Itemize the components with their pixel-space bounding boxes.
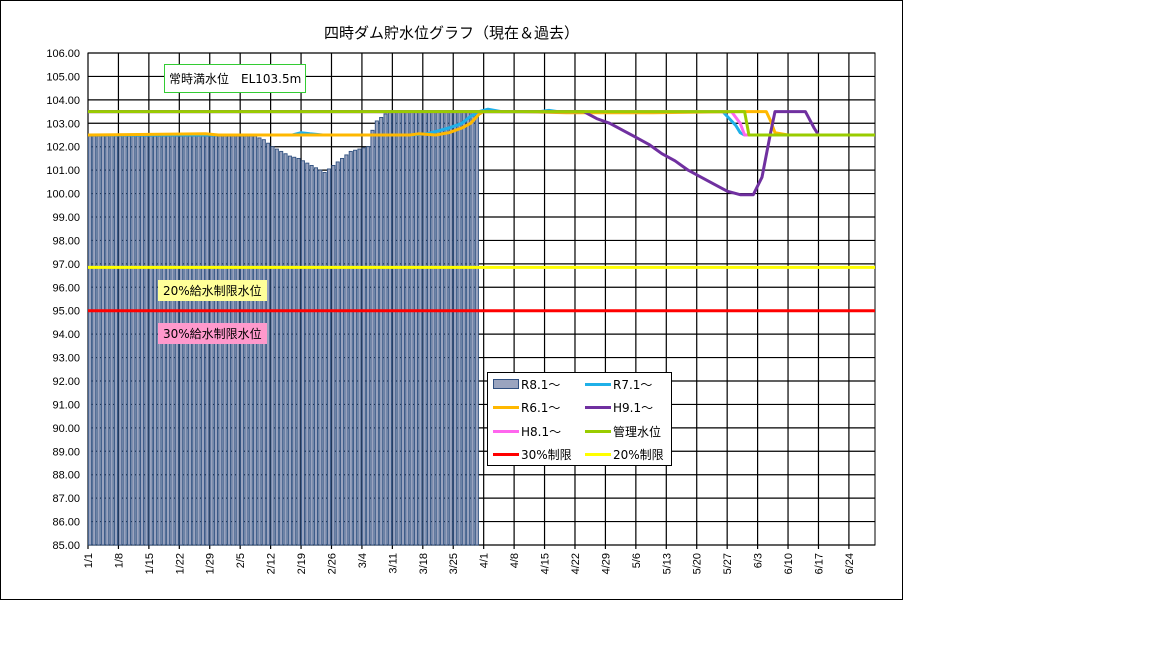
svg-text:88.00: 88.00: [52, 470, 80, 482]
y-axis-labels: 85.00 86.00 87.00 88.00 89.00 90.00 91.00 92.00…: [46, 48, 80, 552]
line-swatch-icon: [585, 452, 611, 456]
svg-text:6/24: 6/24: [844, 553, 856, 574]
legend-item-h9: H9.1～: [585, 399, 653, 415]
svg-text:4/1: 4/1: [479, 553, 491, 568]
svg-text:101.00: 101.00: [46, 165, 80, 177]
svg-text:1/22: 1/22: [174, 553, 186, 574]
svg-text:91.00: 91.00: [52, 399, 80, 411]
svg-text:4/22: 4/22: [570, 553, 582, 574]
svg-text:4/8: 4/8: [509, 553, 521, 568]
chart-plot: 85.00 86.00 87.00 88.00 89.00 90.00 91.00 92.00…: [46, 48, 876, 574]
bar-swatch-icon: [493, 379, 519, 389]
svg-text:93.00: 93.00: [52, 353, 80, 365]
svg-text:104.00: 104.00: [46, 95, 80, 107]
svg-text:5/27: 5/27: [722, 553, 734, 574]
svg-text:3/25: 3/25: [448, 553, 460, 574]
svg-text:4/29: 4/29: [600, 553, 612, 574]
svg-text:96.00: 96.00: [52, 282, 80, 294]
x-axis-labels: 1/1 1/8 1/15 1/22 1/29 2/5 2/12 2/19 2/26 3/4 3/11…: [83, 553, 856, 574]
svg-text:105.00: 105.00: [46, 71, 80, 83]
svg-text:3/11: 3/11: [387, 553, 399, 574]
legend-item-30pct: 30%制限: [493, 446, 572, 462]
svg-text:2/12: 2/12: [266, 553, 278, 574]
line-swatch-icon: [585, 382, 611, 386]
svg-text:2/19: 2/19: [296, 553, 308, 574]
svg-text:5/13: 5/13: [661, 553, 673, 574]
svg-text:6/10: 6/10: [783, 553, 795, 574]
svg-text:97.00: 97.00: [52, 259, 80, 271]
line-series: [87, 107, 875, 313]
line-swatch-icon: [493, 405, 519, 409]
legend-item-h8: H8.1～: [493, 423, 561, 439]
restriction-30-annotation: 30%給水制限水位: [158, 323, 267, 344]
legend-item-r8: R8.1～: [493, 376, 560, 392]
full-water-level-annotation: 常時満水位 EL103.5m: [164, 64, 307, 93]
legend-item-20pct: 20%制限: [585, 446, 664, 462]
svg-text:103.00: 103.00: [46, 118, 80, 130]
svg-text:85.00: 85.00: [52, 540, 80, 552]
svg-text:87.00: 87.00: [52, 493, 80, 505]
line-swatch-icon: [585, 405, 611, 409]
line-swatch-icon: [585, 429, 611, 433]
chart-legend: R8.1～ R7.1～ R6.1～ H9.1～ H8.1～ 管理水位 30%制限…: [487, 372, 672, 466]
svg-text:1/15: 1/15: [144, 553, 156, 574]
svg-text:92.00: 92.00: [52, 376, 80, 388]
svg-text:90.00: 90.00: [52, 423, 80, 435]
svg-text:5/6: 5/6: [631, 553, 643, 568]
svg-text:6/3: 6/3: [753, 553, 765, 568]
svg-text:89.00: 89.00: [52, 446, 80, 458]
legend-item-r7: R7.1～: [585, 376, 652, 392]
line-swatch-icon: [493, 429, 519, 433]
svg-text:1/1: 1/1: [83, 553, 95, 568]
legend-item-r6: R6.1～: [493, 399, 560, 415]
line-swatch-icon: [493, 452, 519, 456]
restriction-20-annotation: 20%給水制限水位: [158, 280, 267, 301]
legend-item-management: 管理水位: [585, 423, 661, 439]
svg-text:6/17: 6/17: [813, 553, 825, 574]
svg-text:100.00: 100.00: [46, 189, 80, 201]
svg-text:2/5: 2/5: [235, 553, 247, 568]
svg-text:3/18: 3/18: [418, 553, 430, 574]
svg-text:102.00: 102.00: [46, 142, 80, 154]
svg-text:5/20: 5/20: [692, 553, 704, 574]
svg-text:4/15: 4/15: [540, 553, 552, 574]
svg-text:1/29: 1/29: [205, 553, 217, 574]
svg-text:95.00: 95.00: [52, 306, 80, 318]
svg-text:1/8: 1/8: [113, 553, 125, 568]
svg-text:2/26: 2/26: [326, 553, 338, 574]
svg-text:3/4: 3/4: [357, 553, 369, 568]
svg-text:106.00: 106.00: [46, 48, 80, 60]
svg-text:94.00: 94.00: [52, 329, 80, 341]
chart-title: 四時ダム貯水位グラフ（現在＆過去）: [323, 24, 579, 42]
svg-text:98.00: 98.00: [52, 235, 80, 247]
svg-text:99.00: 99.00: [52, 212, 80, 224]
svg-text:86.00: 86.00: [52, 517, 80, 529]
